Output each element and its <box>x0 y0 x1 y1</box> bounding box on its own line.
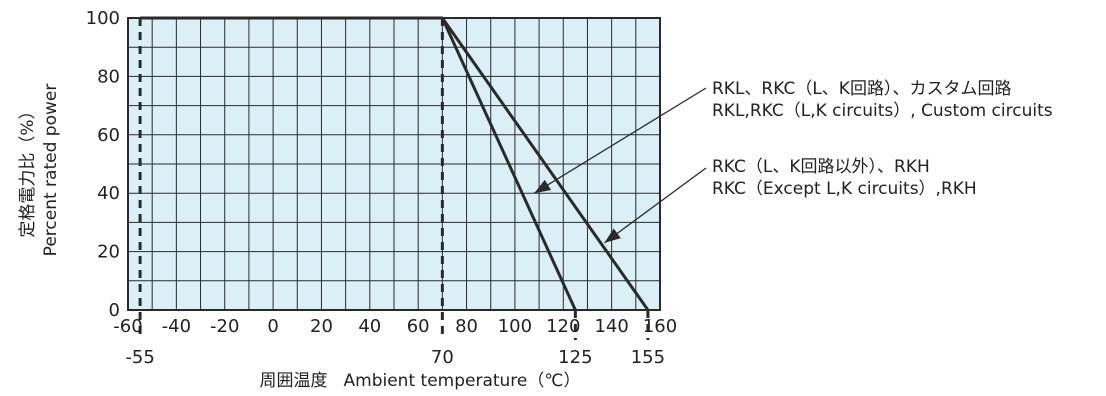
x-tick-label: -20 <box>210 316 239 337</box>
x-axis-label-ja: 周囲温度 <box>259 371 328 391</box>
x-tick-label: 140 <box>594 316 628 337</box>
x-tick-label: 0 <box>267 316 278 337</box>
y-tick-label: 60 <box>97 125 120 146</box>
annotation-arrowhead-2 <box>604 228 621 243</box>
x-tick-label: 40 <box>358 316 381 337</box>
y-axis-label-en: Percent rated power <box>41 83 61 257</box>
y-tick-label: 80 <box>97 66 120 87</box>
x-special-tick-label: 155 <box>631 347 665 368</box>
annotation-2-line-2: RKC（Except L,K circuits）,RKH <box>712 179 977 199</box>
x-tick-label: 60 <box>407 316 430 337</box>
x-tick-label: -60 <box>113 316 142 337</box>
annotation-arrow-2 <box>603 167 707 244</box>
annotation-1-line-2: RKL,RKC（L,K circuits）, Custom circuits <box>712 101 1053 121</box>
annotation-2-line-1: RKC（L、K回路以外）、RKH <box>712 157 930 177</box>
annotation-arrow-1 <box>533 87 707 194</box>
annotation-2: RKC（L、K回路以外）、RKH RKC（Except L,K circuits… <box>712 156 977 200</box>
x-axis-label: 周囲温度 Ambient temperature（℃） <box>0 366 840 391</box>
x-tick-label: -40 <box>162 316 191 337</box>
y-tick-label: 20 <box>97 242 120 263</box>
y-axis-label: 定格電力比（%） Percent rated power <box>0 0 80 396</box>
y-tick-label: 0 <box>109 300 120 321</box>
x-special-tick-label: 70 <box>431 347 454 368</box>
annotation-1-line-1: RKL、RKC（L、K回路）、カスタム回路 <box>712 79 1012 99</box>
x-special-tick-label: 125 <box>558 347 592 368</box>
annotation-1: RKL、RKC（L、K回路）、カスタム回路 RKL,RKC（L,K circui… <box>712 78 1053 122</box>
x-tick-label: 80 <box>455 316 478 337</box>
y-tick-label: 100 <box>86 8 120 29</box>
x-tick-label: 20 <box>310 316 333 337</box>
x-tick-label: 100 <box>498 316 532 337</box>
series-line-2 <box>140 16 650 311</box>
y-axis-label-ja: 定格電力比（%） <box>18 102 38 238</box>
x-axis-label-en: Ambient temperature（℃） <box>343 371 581 391</box>
x-tick-label: 160 <box>643 316 677 337</box>
x-special-tick-label: -55 <box>125 347 154 368</box>
x-tick-label: 120 <box>546 316 580 337</box>
y-tick-label: 40 <box>97 183 120 204</box>
annotation-arrowhead-1 <box>534 179 552 194</box>
